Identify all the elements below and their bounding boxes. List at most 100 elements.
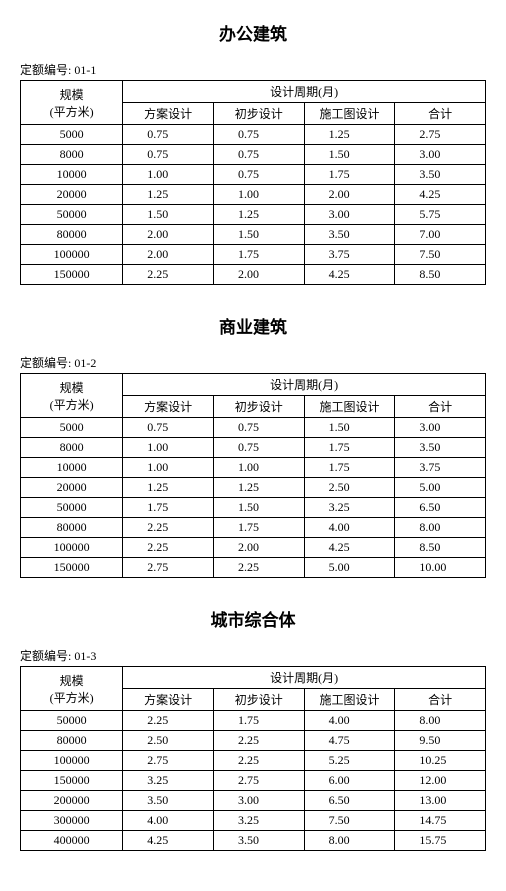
table-row: 50000.750.751.252.75 — [21, 125, 486, 145]
data-table: 规模(平方米)设计周期(月)方案设计初步设计施工图设计合计50000.750.7… — [20, 80, 486, 285]
table-row: 1500003.252.756.0012.00 — [21, 771, 486, 791]
cell-total: 2.75 — [395, 125, 486, 145]
table-row: 200001.251.252.505.00 — [21, 478, 486, 498]
table-row: 50000.750.751.503.00 — [21, 418, 486, 438]
table-row: 3000004.003.257.5014.75 — [21, 811, 486, 831]
cell-total: 3.50 — [395, 438, 486, 458]
cell-scheme: 2.25 — [123, 265, 214, 285]
header-scale: 规模(平方米) — [21, 374, 123, 418]
cell-draw: 3.50 — [304, 225, 395, 245]
table-row: 1500002.752.255.0010.00 — [21, 558, 486, 578]
section-title: 城市综合体 — [20, 606, 486, 631]
quota-code-value: 01-2 — [74, 356, 96, 370]
cell-scheme: 2.25 — [123, 538, 214, 558]
table-row: 800002.502.254.759.50 — [21, 731, 486, 751]
cell-draw: 1.25 — [304, 125, 395, 145]
cell-scale: 100000 — [21, 751, 123, 771]
table-row: 800002.251.754.008.00 — [21, 518, 486, 538]
cell-scheme: 1.25 — [123, 185, 214, 205]
cell-prelim: 0.75 — [213, 165, 304, 185]
cell-scale: 150000 — [21, 558, 123, 578]
cell-scheme: 1.50 — [123, 205, 214, 225]
quota-code-prefix: 定额编号: — [20, 356, 71, 370]
section: 办公建筑定额编号: 01-1规模(平方米)设计周期(月)方案设计初步设计施工图设… — [20, 20, 486, 285]
header-draw: 施工图设计 — [304, 396, 395, 418]
cell-total: 3.75 — [395, 458, 486, 478]
cell-scheme: 1.00 — [123, 438, 214, 458]
cell-total: 7.50 — [395, 245, 486, 265]
cell-scale: 20000 — [21, 185, 123, 205]
cell-scale: 10000 — [21, 458, 123, 478]
table-row: 100001.001.001.753.75 — [21, 458, 486, 478]
cell-scheme: 1.25 — [123, 478, 214, 498]
header-period: 设计周期(月) — [123, 81, 486, 103]
table-row: 4000004.253.508.0015.75 — [21, 831, 486, 851]
cell-total: 13.00 — [395, 791, 486, 811]
table-row: 80001.000.751.753.50 — [21, 438, 486, 458]
cell-scale: 200000 — [21, 791, 123, 811]
cell-scheme: 2.75 — [123, 751, 214, 771]
cell-scheme: 1.75 — [123, 498, 214, 518]
table-row: 1000002.752.255.2510.25 — [21, 751, 486, 771]
cell-prelim: 1.75 — [213, 711, 304, 731]
header-total: 合计 — [395, 396, 486, 418]
table-row: 800002.001.503.507.00 — [21, 225, 486, 245]
table-row: 500001.501.253.005.75 — [21, 205, 486, 225]
cell-draw: 6.50 — [304, 791, 395, 811]
header-scheme: 方案设计 — [123, 103, 214, 125]
header-period: 设计周期(月) — [123, 667, 486, 689]
header-draw: 施工图设计 — [304, 689, 395, 711]
cell-total: 7.00 — [395, 225, 486, 245]
table-row: 1000002.252.004.258.50 — [21, 538, 486, 558]
header-scale-line1: 规模 — [21, 672, 122, 689]
header-scale-line1: 规模 — [21, 86, 122, 103]
cell-draw: 8.00 — [304, 831, 395, 851]
cell-total: 4.25 — [395, 185, 486, 205]
table-row: 100001.000.751.753.50 — [21, 165, 486, 185]
cell-prelim: 2.00 — [213, 538, 304, 558]
cell-draw: 2.00 — [304, 185, 395, 205]
cell-prelim: 1.75 — [213, 518, 304, 538]
header-draw: 施工图设计 — [304, 103, 395, 125]
table-row: 1000002.001.753.757.50 — [21, 245, 486, 265]
cell-draw: 7.50 — [304, 811, 395, 831]
cell-total: 5.00 — [395, 478, 486, 498]
cell-prelim: 0.75 — [213, 125, 304, 145]
cell-draw: 6.00 — [304, 771, 395, 791]
cell-draw: 5.00 — [304, 558, 395, 578]
cell-prelim: 2.00 — [213, 265, 304, 285]
cell-scheme: 2.00 — [123, 245, 214, 265]
cell-draw: 1.75 — [304, 438, 395, 458]
cell-total: 3.00 — [395, 145, 486, 165]
cell-scale: 400000 — [21, 831, 123, 851]
header-scheme: 方案设计 — [123, 396, 214, 418]
cell-prelim: 1.00 — [213, 185, 304, 205]
cell-total: 9.50 — [395, 731, 486, 751]
cell-scale: 8000 — [21, 145, 123, 165]
header-prelim: 初步设计 — [213, 396, 304, 418]
cell-scheme: 0.75 — [123, 125, 214, 145]
cell-scale: 8000 — [21, 438, 123, 458]
table-row: 200001.251.002.004.25 — [21, 185, 486, 205]
cell-scale: 80000 — [21, 225, 123, 245]
cell-total: 14.75 — [395, 811, 486, 831]
cell-prelim: 3.25 — [213, 811, 304, 831]
cell-draw: 3.75 — [304, 245, 395, 265]
cell-scheme: 2.25 — [123, 711, 214, 731]
header-prelim: 初步设计 — [213, 689, 304, 711]
cell-scale: 10000 — [21, 165, 123, 185]
cell-scheme: 0.75 — [123, 418, 214, 438]
section-title: 商业建筑 — [20, 313, 486, 338]
section-title: 办公建筑 — [20, 20, 486, 45]
cell-total: 5.75 — [395, 205, 486, 225]
cell-scale: 50000 — [21, 498, 123, 518]
cell-total: 3.50 — [395, 165, 486, 185]
cell-draw: 3.25 — [304, 498, 395, 518]
header-total: 合计 — [395, 689, 486, 711]
cell-prelim: 0.75 — [213, 145, 304, 165]
cell-scale: 80000 — [21, 731, 123, 751]
cell-draw: 4.75 — [304, 731, 395, 751]
cell-draw: 4.00 — [304, 518, 395, 538]
quota-code-value: 01-1 — [74, 63, 96, 77]
cell-prelim: 1.25 — [213, 205, 304, 225]
